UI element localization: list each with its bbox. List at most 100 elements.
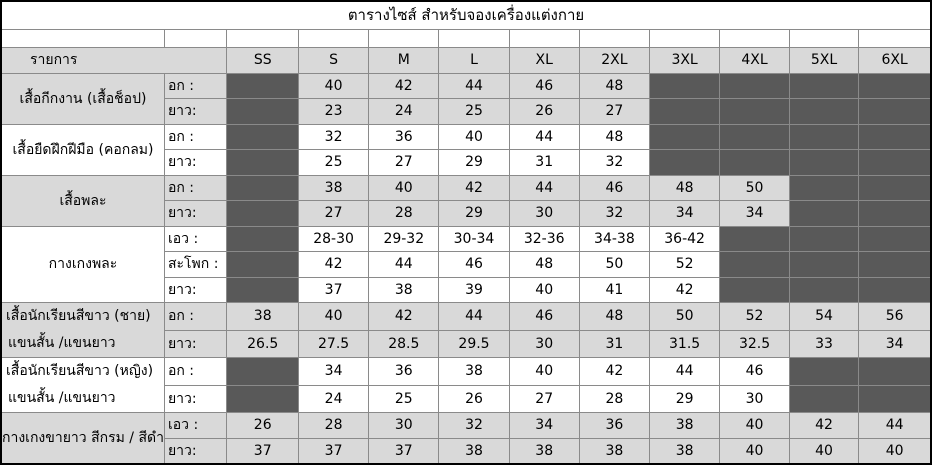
size-value-cell: 40	[719, 412, 790, 439]
size-value-cell: 48	[578, 123, 651, 150]
size-value-cell: 40	[788, 437, 860, 465]
unavailable-cell	[858, 200, 932, 227]
empty-cell	[438, 28, 510, 48]
unavailable-cell	[788, 149, 860, 176]
size-value-cell: 42	[578, 357, 651, 386]
size-value-cell: 46	[719, 357, 790, 386]
size-value-cell: 26	[226, 412, 299, 439]
size-value-cell: 38	[648, 437, 721, 465]
size-value-cell: 38	[508, 437, 580, 465]
item-name-line1: เสื้อนักเรียนสีขาว (หญิง)	[6, 363, 154, 379]
empty-cell	[508, 28, 580, 48]
unavailable-cell	[719, 72, 790, 99]
unavailable-cell	[788, 72, 860, 99]
size-value-cell: 38	[438, 357, 510, 386]
unavailable-cell	[858, 276, 932, 303]
size-value-cell: 44	[648, 357, 721, 386]
unavailable-cell	[226, 251, 299, 278]
unavailable-cell	[788, 98, 860, 125]
size-value-cell: 29	[648, 384, 721, 413]
size-value-cell: 24	[368, 98, 440, 125]
header-size-m: M	[368, 46, 440, 74]
unavailable-cell	[788, 384, 860, 413]
size-value-cell: 31.5	[648, 329, 721, 358]
size-value-cell: 29-32	[368, 225, 440, 252]
measure-label: ยาว:	[163, 437, 228, 465]
size-value-cell: 37	[297, 276, 370, 303]
size-value-cell: 38	[297, 174, 370, 201]
size-value-cell: 29	[438, 149, 510, 176]
unavailable-cell	[788, 251, 860, 278]
size-value-cell: 40	[858, 437, 932, 465]
size-value-cell: 42	[438, 174, 510, 201]
size-value-cell: 42	[648, 276, 721, 303]
size-value-cell: 31	[578, 329, 651, 358]
unavailable-cell	[719, 123, 790, 150]
size-value-cell: 48	[578, 302, 651, 331]
size-value-cell: 38	[578, 437, 651, 465]
size-value-cell: 46	[578, 174, 651, 201]
empty-cell	[368, 28, 440, 48]
unavailable-cell	[226, 225, 299, 252]
size-value-cell: 42	[368, 302, 440, 331]
sheet-title: ตารางไซส์ สำหรับจองเครื่องแต่งกาย	[0, 0, 932, 30]
empty-cell	[719, 28, 790, 48]
unavailable-cell	[719, 251, 790, 278]
measure-label: ยาว:	[163, 98, 228, 125]
item-name-text: กางเกงขายาว สีกรม / สีดำ	[2, 429, 164, 446]
size-value-cell: 28.5	[368, 329, 440, 358]
size-value-cell: 50	[648, 302, 721, 331]
size-value-cell: 29	[438, 200, 510, 227]
header-size-4xl: 4XL	[719, 46, 790, 74]
size-value-cell: 42	[788, 412, 860, 439]
size-row: เสื้อพละ อก : 38 40 42 44 46 48 50	[0, 174, 932, 227]
item-name: เสื้อกีกงาน (เสื้อช็อป)	[0, 72, 165, 125]
title-row: ตารางไซส์ สำหรับจองเครื่องแต่งกาย	[0, 0, 932, 30]
size-value-cell: 32	[297, 123, 370, 150]
size-value-cell: 48	[648, 174, 721, 201]
size-value-cell: 30	[719, 384, 790, 413]
size-row: เสื้อนักเรียนสีขาว (หญิง) แขนสั้น /แขนยาว…	[0, 357, 932, 413]
size-value-cell: 27	[297, 200, 370, 227]
size-value-cell: 42	[297, 251, 370, 278]
size-value-cell: 38	[438, 437, 510, 465]
size-value-cell: 33	[788, 329, 860, 358]
unavailable-cell	[226, 174, 299, 201]
size-value-cell: 38	[368, 276, 440, 303]
unavailable-cell	[648, 72, 721, 99]
header-item-label: รายการ	[0, 46, 228, 74]
unavailable-cell	[226, 98, 299, 125]
size-value-cell: 44	[438, 72, 510, 99]
size-value-cell: 40	[297, 72, 370, 99]
size-value-cell: 34-38	[578, 225, 651, 252]
measure-label: ยาว:	[163, 200, 228, 227]
size-row: ยาว: 37 37 37 38 38 38 38 40 40 40	[1, 437, 932, 465]
empty-cell	[297, 28, 370, 48]
size-row: กางเกงขายาว สีกรม / สีดำ เอว :26 28 30 32 34 3…	[0, 412, 932, 465]
unavailable-cell	[788, 123, 860, 150]
size-value-cell: 40	[297, 302, 370, 331]
unavailable-cell	[858, 357, 932, 386]
size-value-cell: 40	[719, 437, 790, 465]
unavailable-cell	[858, 174, 932, 201]
size-value-cell: 46	[508, 72, 580, 99]
size-value-cell: 36	[368, 123, 440, 150]
header-size-l: L	[438, 46, 510, 74]
size-row: เสื้อกีกงาน (เสื้อช็อป) อก : 40 42 44 46 48	[0, 72, 932, 125]
size-value-cell: 34	[297, 357, 370, 386]
size-row: ยาว: 27 28 29 30 32 34 34	[1, 200, 932, 227]
item-name-text: กางเกงพละ	[48, 256, 118, 273]
size-value-cell: 30	[508, 200, 580, 227]
size-value-cell: 25	[368, 384, 440, 413]
size-value-cell: 37	[297, 437, 370, 465]
size-value-cell: 54	[788, 302, 860, 331]
spacer-row	[0, 28, 932, 48]
measure-label: ยาว:	[163, 329, 228, 358]
unavailable-cell	[858, 149, 932, 176]
item-name-text: เสื้อยืดฝึกฝีมือ (คอกลม)	[12, 141, 154, 158]
unavailable-cell	[788, 174, 860, 201]
size-value-cell: 32	[578, 149, 651, 176]
size-value-cell: 36	[368, 357, 440, 386]
